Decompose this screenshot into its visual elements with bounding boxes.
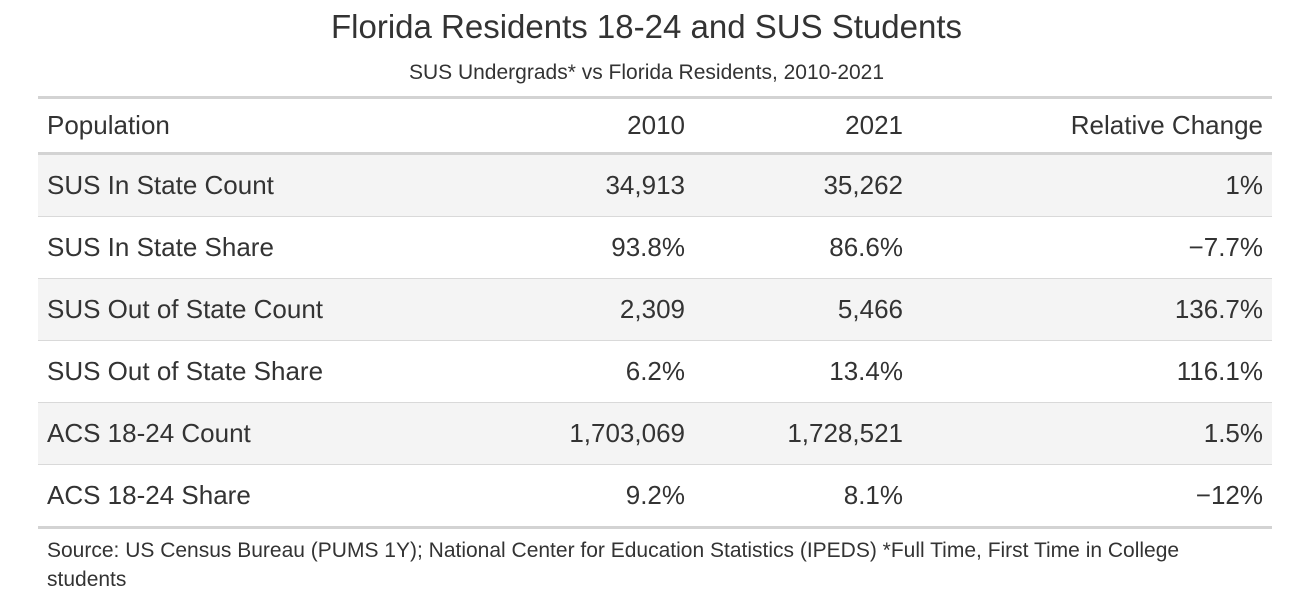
cell-2010: 34,913 (476, 153, 694, 217)
header-row: Population 2010 2021 Relative Change (38, 97, 1272, 154)
source-note: Source: US Census Bureau (PUMS 1Y); Nati… (47, 539, 1180, 591)
table-row: SUS In State Count 34,913 35,262 1% (38, 153, 1272, 217)
table-row: SUS Out of State Count 2,309 5,466 136.7… (38, 278, 1272, 341)
table-row: SUS In State Share 93.8% 86.6% −7.7% (38, 216, 1272, 279)
cell-relative-change: 1.5% (912, 402, 1272, 465)
table-subtitle: SUS Undergrads* vs Florida Residents, 20… (408, 61, 885, 84)
cell-relative-change: −7.7% (912, 216, 1272, 279)
table-row: SUS Out of State Share 6.2% 13.4% 116.1% (38, 340, 1272, 403)
cell-2010: 6.2% (476, 340, 694, 403)
cell-relative-change: 1% (912, 153, 1272, 217)
cell-2010: 1,703,069 (476, 402, 694, 465)
cell-2021: 35,262 (694, 153, 912, 217)
cell-2010: 9.2% (476, 464, 694, 529)
cell-population: SUS Out of State Count (38, 278, 476, 341)
cell-2021: 1,728,521 (694, 402, 912, 465)
cell-2021: 5,466 (694, 278, 912, 341)
table-title: Florida Residents 18-24 and SUS Students (330, 8, 963, 45)
column-header-population: Population (47, 110, 170, 140)
cell-population: ACS 18-24 Count (38, 402, 476, 465)
data-table: Population 2010 2021 Relative Change SUS… (38, 96, 1272, 529)
table-row: ACS 18-24 Share 9.2% 8.1% −12% (38, 464, 1272, 529)
cell-relative-change: −12% (912, 464, 1272, 529)
cell-2021: 13.4% (694, 340, 912, 403)
table-row: ACS 18-24 Count 1,703,069 1,728,521 1.5% (38, 402, 1272, 465)
cell-population: SUS In State Share (38, 216, 476, 279)
column-header-2021: 2021 (845, 110, 903, 140)
cell-population: ACS 18-24 Share (38, 464, 476, 529)
column-header-2010: 2010 (627, 110, 685, 140)
cell-relative-change: 116.1% (912, 340, 1272, 403)
column-header-relative-change: Relative Change (1070, 110, 1263, 140)
cell-2021: 8.1% (694, 464, 912, 529)
cell-2021: 86.6% (694, 216, 912, 279)
cell-relative-change: 136.7% (912, 278, 1272, 341)
cell-population: SUS Out of State Share (38, 340, 476, 403)
cell-2010: 2,309 (476, 278, 694, 341)
cell-2010: 93.8% (476, 216, 694, 279)
cell-population: SUS In State Count (38, 153, 476, 217)
